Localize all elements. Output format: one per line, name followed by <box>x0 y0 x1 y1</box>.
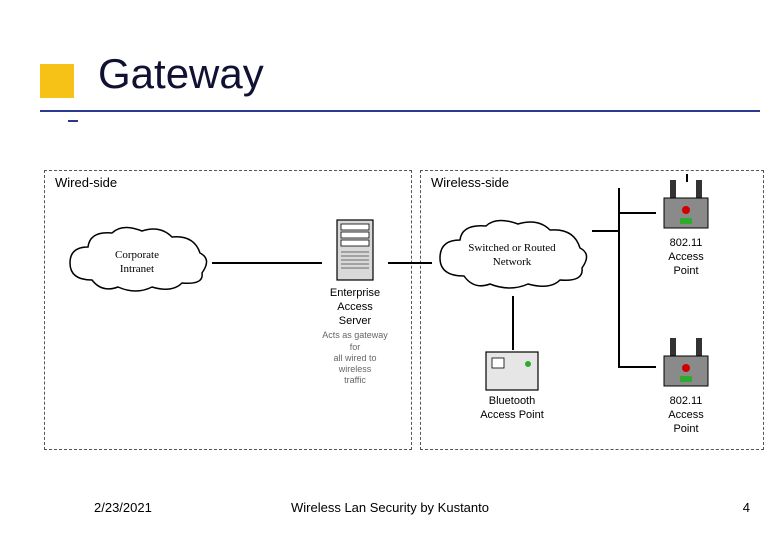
ap-antenna <box>670 180 676 200</box>
footer-date: 2/23/2021 <box>94 500 152 515</box>
footer-page: 4 <box>743 500 750 515</box>
footer-center: Wireless Lan Security by Kustanto <box>291 500 489 515</box>
node-access-point-1: 802.11 Access Point <box>656 180 716 278</box>
node-enterprise-access-server: Enterprise Access Server Acts as gateway… <box>320 218 390 387</box>
ap-antenna <box>670 338 676 358</box>
ap-led <box>682 364 690 372</box>
ap-led-green <box>680 218 692 224</box>
slide-footer: 2/23/2021 Wireless Lan Security by Kusta… <box>0 500 780 518</box>
node-label: Bluetooth Access Point <box>476 395 548 423</box>
connector <box>512 296 514 350</box>
access-point-icon <box>660 338 712 392</box>
connector <box>212 262 322 264</box>
node-label: 802.11 Access Point <box>656 395 716 436</box>
node-label: 802.11 Access Point <box>656 237 716 278</box>
server-bay <box>341 224 369 230</box>
cloud-icon: Switched or Routed Network <box>432 218 592 292</box>
ap1-label-text: 802.11 Access Point <box>668 237 703 277</box>
cloud-icon: Corporate Intranet <box>62 225 212 295</box>
eas-label-text: Enterprise Access Server <box>330 287 380 327</box>
title-tick <box>68 120 78 122</box>
ap-led <box>682 206 690 214</box>
panel-wired-label: Wired-side <box>55 175 117 190</box>
connector <box>618 366 656 368</box>
cloud-text-1: Switched or Routed <box>468 242 556 254</box>
cloud-text-2: Network <box>493 256 532 268</box>
slide-title: Gateway <box>98 50 264 98</box>
node-corporate-intranet: Corporate Intranet <box>62 225 212 295</box>
server-bay <box>341 240 369 246</box>
ap-antenna <box>696 338 702 358</box>
ap-antenna <box>696 180 702 200</box>
ap-led-green <box>680 376 692 382</box>
connector <box>618 212 656 214</box>
cloud-text-1: Corporate <box>115 249 159 261</box>
cloud-path <box>440 220 587 288</box>
node-access-point-2: 802.11 Access Point <box>656 338 716 436</box>
eas-sublabel-text: Acts as gateway for all wired to wireles… <box>322 330 388 385</box>
device-led <box>525 361 531 367</box>
connector <box>618 230 620 232</box>
node-bluetooth-ap: Bluetooth Access Point <box>476 350 548 423</box>
connector <box>388 262 432 264</box>
node-sublabel: Acts as gateway for all wired to wireles… <box>320 330 390 386</box>
node-switched-network: Switched or Routed Network <box>432 218 592 292</box>
title-rule <box>40 110 760 112</box>
node-label: Enterprise Access Server <box>320 287 390 328</box>
network-diagram: Wired-side Wireless-side Corporate Intra… <box>44 170 764 450</box>
ap2-label-text: 802.11 Access Point <box>668 395 703 435</box>
server-bay <box>341 232 369 238</box>
connector <box>618 188 620 368</box>
access-point-icon <box>660 180 712 234</box>
device-icon <box>484 350 540 392</box>
device-port <box>492 358 504 368</box>
server-icon <box>333 218 377 284</box>
title-accent <box>40 64 74 98</box>
panel-wireless-label: Wireless-side <box>431 175 509 190</box>
btap-label-text: Bluetooth Access Point <box>480 395 544 421</box>
connector <box>592 230 618 232</box>
cloud-text-2: Intranet <box>120 263 154 275</box>
